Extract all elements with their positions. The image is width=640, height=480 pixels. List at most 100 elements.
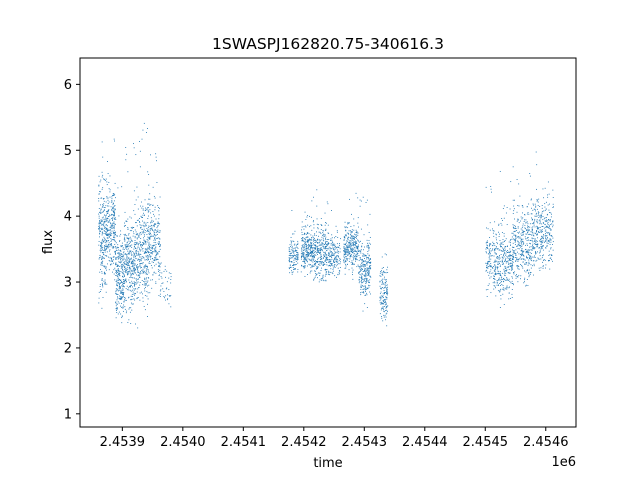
data-point [114,209,116,211]
data-point [127,321,129,323]
data-point [98,223,100,225]
data-point [351,271,353,273]
data-point [535,205,537,207]
data-point [500,243,502,245]
data-point [101,188,103,190]
data-point [143,221,145,223]
data-point [499,274,501,276]
data-point [381,307,383,309]
data-point [527,254,529,256]
data-point [387,289,388,291]
data-point [490,292,492,294]
data-point [159,293,161,295]
data-point [128,261,130,263]
data-point [113,273,115,275]
data-point [313,247,315,249]
data-point [98,198,100,199]
data-point [310,247,312,249]
data-point [130,238,132,240]
data-point [500,246,502,247]
data-point [119,287,121,289]
data-point [344,221,346,223]
data-point [128,270,130,272]
data-point [102,285,104,287]
data-point [330,239,332,241]
data-point [366,245,368,247]
data-point [337,256,339,258]
data-point [149,229,151,231]
data-point [107,229,109,231]
data-point [386,291,388,293]
data-point [532,218,533,220]
data-point [332,253,334,255]
data-point [379,275,381,277]
data-point [385,307,387,309]
data-point [139,232,141,234]
data-point [148,225,150,227]
data-point [295,254,296,256]
data-point [113,211,114,213]
data-point [142,214,144,216]
data-point [506,279,508,281]
data-point [154,244,156,246]
data-point [486,240,488,242]
data-point [505,253,507,255]
data-point [552,203,554,205]
data-point [509,263,511,265]
data-point [362,271,364,273]
data-point [360,259,362,261]
data-point [110,226,112,228]
data-point [526,251,528,253]
data-point [120,302,122,304]
data-point [530,255,532,257]
data-point [510,181,512,183]
data-point [513,234,515,236]
data-point [148,246,150,247]
data-point [549,219,551,221]
data-point [325,222,327,224]
data-point [543,265,545,267]
data-point [313,240,315,242]
data-point [291,251,293,253]
data-point [105,219,107,221]
data-point [362,260,364,262]
data-point [114,232,116,234]
data-point [107,218,109,220]
data-point [110,226,112,228]
data-point [379,296,381,298]
data-point [525,263,527,265]
data-point [126,280,128,282]
data-point [332,270,334,272]
data-point [317,266,319,268]
data-point [489,222,491,224]
data-point [499,245,501,247]
data-point [143,122,145,124]
data-point [114,212,116,214]
data-point [118,215,120,217]
data-point [530,272,532,273]
data-point [312,255,314,256]
data-point [142,244,144,245]
data-point [355,255,357,257]
data-point [499,271,501,273]
data-point [128,259,130,261]
data-point [501,263,503,265]
data-point [343,259,345,261]
data-point [383,292,385,293]
data-point [106,184,108,186]
data-point [105,241,107,243]
data-point [100,269,101,271]
data-point [136,254,138,256]
data-point [129,270,131,272]
data-point [162,288,164,290]
data-point [139,224,141,226]
data-point [148,203,150,205]
data-point [101,217,103,219]
data-point [117,264,119,266]
data-point [105,231,107,233]
data-point [370,262,371,264]
data-point [315,264,316,266]
data-point [307,241,309,242]
data-point [530,243,531,245]
data-point [135,323,136,325]
